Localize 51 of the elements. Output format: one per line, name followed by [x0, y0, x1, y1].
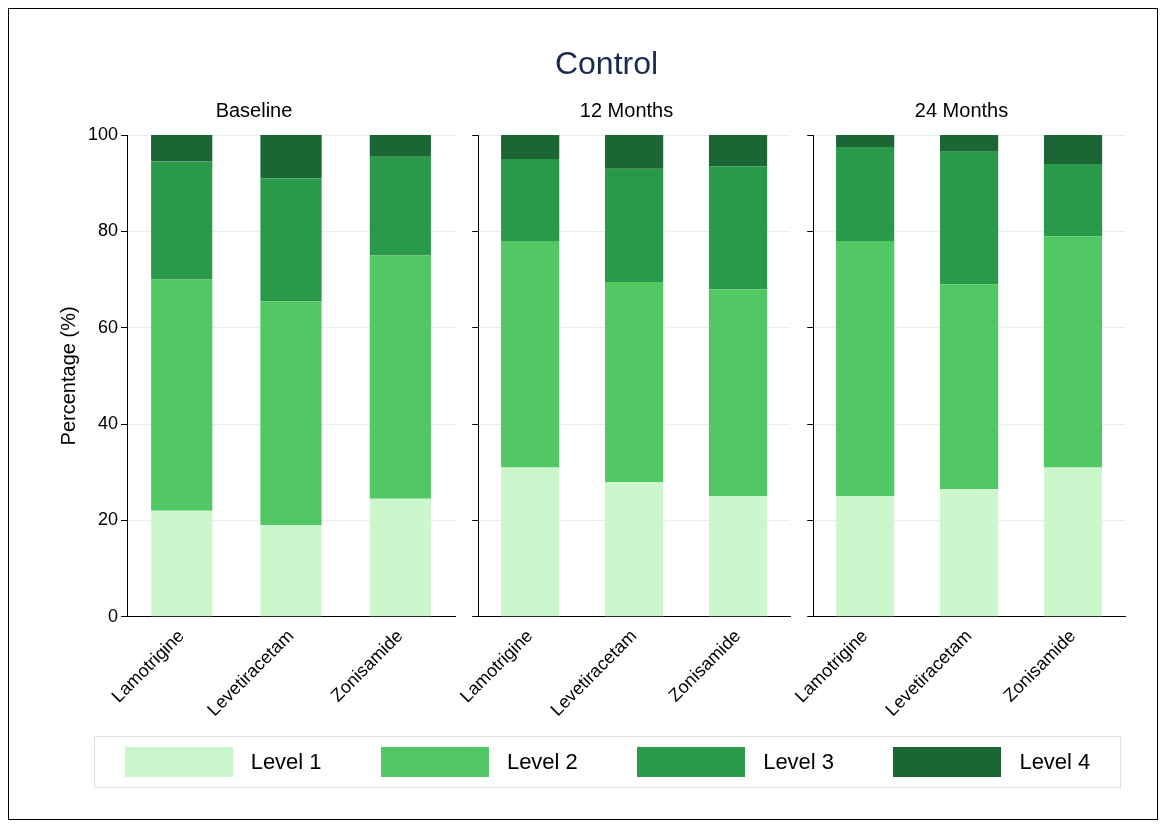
bar: [260, 178, 322, 302]
chart-subtitle: Baseline: [215, 98, 293, 121]
bar: [151, 135, 213, 162]
bar: [1043, 135, 1103, 164]
bar: [501, 159, 560, 241]
bar: [940, 284, 999, 490]
bar: [605, 168, 664, 282]
bar: [708, 135, 768, 167]
bar: [708, 166, 768, 290]
legend-label: Level 3: [763, 749, 835, 775]
bar: [836, 135, 895, 148]
bar: [151, 510, 213, 617]
bar: [501, 240, 560, 468]
bar: [1043, 467, 1103, 617]
bar: [501, 135, 560, 160]
bar: [151, 161, 213, 280]
y-tick-label: 60: [98, 316, 119, 337]
bar: [369, 156, 431, 256]
y-tick-label: 20: [98, 509, 119, 530]
bar: [940, 135, 999, 152]
bar: [940, 151, 999, 285]
bar: [605, 281, 664, 482]
bar: [501, 467, 560, 617]
bar: [836, 147, 895, 241]
bar: [260, 135, 322, 179]
bar: [1043, 236, 1103, 468]
bar: [836, 496, 895, 617]
bar: [836, 240, 895, 497]
bar: [369, 255, 431, 499]
bar: [708, 496, 768, 617]
y-tick-label: 80: [98, 220, 119, 241]
y-tick-label: 100: [87, 123, 119, 144]
bar: [369, 498, 431, 617]
legend-label: Level 4: [1019, 749, 1091, 775]
bar: [260, 525, 322, 617]
y-tick-label: 40: [98, 413, 119, 434]
bar: [260, 301, 322, 526]
bar: [369, 135, 431, 157]
bar: [605, 481, 664, 617]
bar: [1043, 163, 1103, 237]
bar: [940, 489, 999, 617]
chart-subtitle: 12 Months: [579, 98, 674, 121]
legend-label: Level 1: [250, 749, 322, 775]
bar: [151, 279, 213, 511]
y-axis-title: Percentage (%): [56, 306, 79, 446]
bar: [605, 135, 664, 169]
legend-label: Level 2: [506, 749, 578, 775]
chart-title: Control: [553, 44, 660, 83]
bar: [708, 289, 768, 497]
y-tick-label: 0: [108, 605, 119, 626]
chart-subtitle: 24 Months: [914, 98, 1009, 121]
